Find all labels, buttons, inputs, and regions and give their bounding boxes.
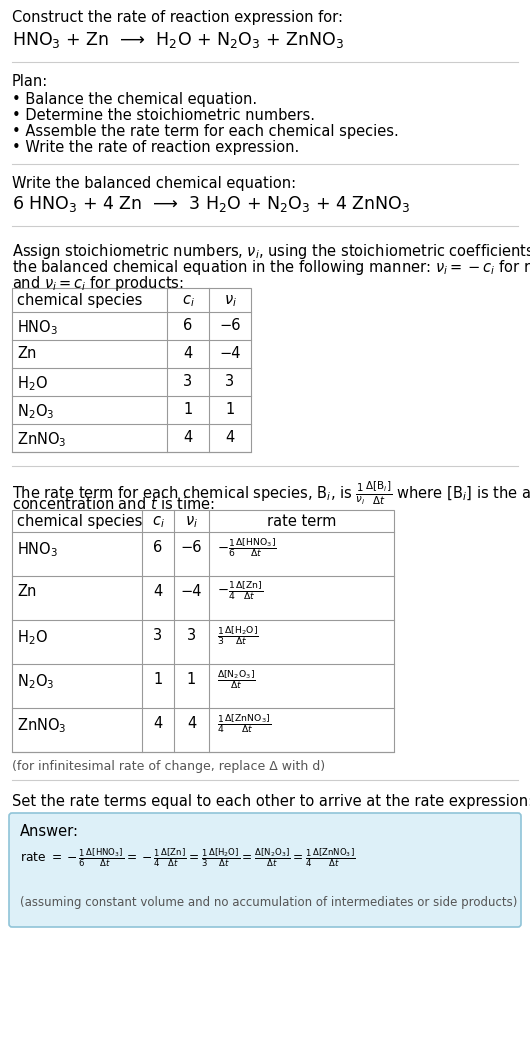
- Text: $c_i$: $c_i$: [182, 293, 195, 309]
- Text: $-\frac{1}{6}\frac{\Delta[\mathrm{HNO_3}]}{\Delta t}$: $-\frac{1}{6}\frac{\Delta[\mathrm{HNO_3}…: [217, 536, 277, 559]
- Text: 6: 6: [183, 318, 192, 333]
- Text: H$_2$O: H$_2$O: [17, 374, 48, 393]
- Text: Assign stoichiometric numbers, $\nu_i$, using the stoichiometric coefficients, $: Assign stoichiometric numbers, $\nu_i$, …: [12, 242, 530, 261]
- Text: Plan:: Plan:: [12, 74, 48, 89]
- Text: −4: −4: [181, 584, 202, 599]
- Text: N$_2$O$_3$: N$_2$O$_3$: [17, 402, 55, 421]
- Text: and $\nu_i = c_i$ for products:: and $\nu_i = c_i$ for products:: [12, 274, 184, 293]
- Text: $\frac{1}{3}\frac{\Delta[\mathrm{H_2O}]}{\Delta t}$: $\frac{1}{3}\frac{\Delta[\mathrm{H_2O}]}…: [217, 624, 259, 647]
- Text: 4: 4: [187, 716, 196, 731]
- Text: Zn: Zn: [17, 346, 37, 361]
- Text: 4: 4: [153, 716, 163, 731]
- Text: • Assemble the rate term for each chemical species.: • Assemble the rate term for each chemic…: [12, 124, 399, 139]
- Bar: [12, 288, 251, 452]
- Text: 3: 3: [187, 628, 196, 643]
- Text: 6 HNO$_3$ + 4 Zn  ⟶  3 H$_2$O + N$_2$O$_3$ + 4 ZnNO$_3$: 6 HNO$_3$ + 4 Zn ⟶ 3 H$_2$O + N$_2$O$_3$…: [12, 194, 410, 214]
- Text: 3: 3: [225, 374, 235, 389]
- Text: 1: 1: [183, 402, 192, 417]
- Text: ZnNO$_3$: ZnNO$_3$: [17, 716, 67, 735]
- Text: 1: 1: [187, 672, 196, 687]
- Text: 6: 6: [153, 540, 163, 555]
- Text: −6: −6: [181, 540, 202, 555]
- Text: 4: 4: [183, 346, 192, 361]
- Text: • Determine the stoichiometric numbers.: • Determine the stoichiometric numbers.: [12, 108, 315, 123]
- Text: HNO$_3$: HNO$_3$: [17, 540, 58, 559]
- Bar: [12, 511, 394, 752]
- Text: −6: −6: [219, 318, 241, 333]
- Text: HNO$_3$: HNO$_3$: [17, 318, 58, 337]
- FancyBboxPatch shape: [9, 813, 521, 927]
- Text: 1: 1: [153, 672, 163, 687]
- Text: chemical species: chemical species: [17, 514, 143, 529]
- Text: rate term: rate term: [267, 514, 336, 529]
- Text: $\frac{1}{4}\frac{\Delta[\mathrm{ZnNO_3}]}{\Delta t}$: $\frac{1}{4}\frac{\Delta[\mathrm{ZnNO_3}…: [217, 712, 271, 735]
- Text: 4: 4: [225, 430, 235, 445]
- Text: (for infinitesimal rate of change, replace Δ with d): (for infinitesimal rate of change, repla…: [12, 760, 325, 773]
- Text: −4: −4: [219, 346, 241, 361]
- Text: 3: 3: [154, 628, 163, 643]
- Text: chemical species: chemical species: [17, 293, 143, 308]
- Text: HNO$_3$ + Zn  ⟶  H$_2$O + N$_2$O$_3$ + ZnNO$_3$: HNO$_3$ + Zn ⟶ H$_2$O + N$_2$O$_3$ + ZnN…: [12, 30, 344, 50]
- Text: 1: 1: [225, 402, 235, 417]
- Text: 4: 4: [153, 584, 163, 599]
- Text: the balanced chemical equation in the following manner: $\nu_i = -c_i$ for react: the balanced chemical equation in the fo…: [12, 258, 530, 277]
- Text: Set the rate terms equal to each other to arrive at the rate expression:: Set the rate terms equal to each other t…: [12, 794, 530, 809]
- Text: (assuming constant volume and no accumulation of intermediates or side products): (assuming constant volume and no accumul…: [20, 896, 517, 909]
- Text: • Write the rate of reaction expression.: • Write the rate of reaction expression.: [12, 140, 299, 155]
- Text: concentration and $t$ is time:: concentration and $t$ is time:: [12, 496, 215, 512]
- Text: $\nu_i$: $\nu_i$: [185, 514, 198, 529]
- Text: 3: 3: [183, 374, 192, 389]
- Text: The rate term for each chemical species, B$_i$, is $\frac{1}{\nu_i}\frac{\Delta[: The rate term for each chemical species,…: [12, 480, 530, 507]
- Text: Write the balanced chemical equation:: Write the balanced chemical equation:: [12, 176, 296, 191]
- Text: Zn: Zn: [17, 584, 37, 599]
- Text: $\nu_i$: $\nu_i$: [224, 293, 236, 309]
- Text: $-\frac{1}{4}\frac{\Delta[\mathrm{Zn}]}{\Delta t}$: $-\frac{1}{4}\frac{\Delta[\mathrm{Zn}]}{…: [217, 580, 263, 602]
- Text: Answer:: Answer:: [20, 824, 79, 839]
- Text: $\frac{\Delta[\mathrm{N_2O_3}]}{\Delta t}$: $\frac{\Delta[\mathrm{N_2O_3}]}{\Delta t…: [217, 668, 256, 691]
- Text: Construct the rate of reaction expression for:: Construct the rate of reaction expressio…: [12, 10, 343, 25]
- Text: 4: 4: [183, 430, 192, 445]
- Text: $c_i$: $c_i$: [152, 514, 164, 529]
- Text: rate $= -\frac{1}{6}\frac{\Delta[\mathrm{HNO_3}]}{\Delta t} = -\frac{1}{4}\frac{: rate $= -\frac{1}{6}\frac{\Delta[\mathrm…: [20, 846, 356, 869]
- Text: • Balance the chemical equation.: • Balance the chemical equation.: [12, 92, 257, 106]
- Text: H$_2$O: H$_2$O: [17, 628, 48, 646]
- Text: ZnNO$_3$: ZnNO$_3$: [17, 430, 67, 449]
- Text: N$_2$O$_3$: N$_2$O$_3$: [17, 672, 55, 691]
